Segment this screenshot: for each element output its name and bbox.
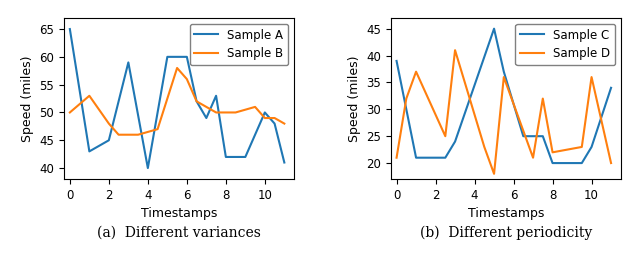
- Sample A: [125, 61, 132, 64]
- Legend: Sample A, Sample B: Sample A, Sample B: [189, 24, 288, 65]
- Text: (b)  Different periodicity: (b) Different periodicity: [420, 226, 592, 240]
- Sample A: [66, 27, 74, 30]
- Y-axis label: Speed (miles): Speed (miles): [348, 55, 360, 142]
- Sample B: [212, 111, 220, 114]
- Sample A: [261, 111, 269, 114]
- Sample B: [261, 116, 269, 120]
- Sample D: [451, 49, 459, 52]
- Sample A: [86, 150, 93, 153]
- Sample B: [173, 67, 181, 70]
- Sample B: [252, 105, 259, 109]
- Sample D: [607, 162, 615, 165]
- Sample D: [442, 135, 449, 138]
- Sample D: [481, 145, 488, 148]
- Line: Sample C: Sample C: [397, 29, 611, 163]
- Sample D: [539, 97, 547, 100]
- Sample D: [578, 145, 586, 148]
- Sample D: [403, 97, 410, 100]
- Text: (a)  Different variances: (a) Different variances: [97, 226, 261, 240]
- Sample C: [451, 140, 459, 143]
- Sample A: [202, 116, 210, 120]
- Sample C: [520, 135, 527, 138]
- Sample A: [271, 122, 278, 125]
- Sample B: [193, 100, 200, 103]
- Sample D: [588, 76, 595, 79]
- Sample B: [154, 127, 161, 131]
- Sample A: [222, 155, 230, 158]
- Sample C: [490, 27, 498, 30]
- Sample A: [144, 167, 152, 170]
- Sample C: [500, 70, 508, 73]
- Sample C: [412, 156, 420, 159]
- Sample A: [163, 55, 171, 58]
- Sample C: [539, 135, 547, 138]
- X-axis label: Timestamps: Timestamps: [468, 207, 544, 220]
- Line: Sample B: Sample B: [70, 68, 284, 135]
- Sample D: [393, 156, 401, 159]
- Sample A: [212, 94, 220, 97]
- Sample B: [183, 78, 191, 81]
- Sample D: [548, 151, 556, 154]
- Sample C: [578, 162, 586, 165]
- Sample D: [529, 156, 537, 159]
- Sample C: [588, 145, 595, 148]
- Sample A: [105, 139, 113, 142]
- Sample A: [241, 155, 249, 158]
- Sample D: [412, 70, 420, 73]
- Sample B: [115, 133, 122, 136]
- Sample B: [232, 111, 239, 114]
- Line: Sample A: Sample A: [70, 29, 284, 168]
- Sample C: [393, 59, 401, 62]
- Sample B: [86, 94, 93, 97]
- Sample C: [548, 162, 556, 165]
- Sample A: [280, 161, 288, 164]
- Sample C: [607, 86, 615, 89]
- Line: Sample D: Sample D: [397, 50, 611, 174]
- Sample B: [66, 111, 74, 114]
- Sample D: [500, 76, 508, 79]
- Y-axis label: Speed (miles): Speed (miles): [21, 55, 34, 142]
- Sample A: [183, 55, 191, 58]
- Sample C: [442, 156, 449, 159]
- Sample B: [280, 122, 288, 125]
- Sample B: [105, 122, 113, 125]
- Sample B: [134, 133, 142, 136]
- Legend: Sample C, Sample D: Sample C, Sample D: [515, 24, 615, 65]
- Sample A: [193, 100, 200, 103]
- Sample D: [490, 172, 498, 175]
- Sample B: [271, 116, 278, 120]
- X-axis label: Timestamps: Timestamps: [141, 207, 217, 220]
